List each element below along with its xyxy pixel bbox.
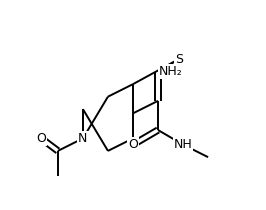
Text: NH₂: NH₂ bbox=[159, 65, 183, 78]
Text: S: S bbox=[175, 53, 183, 66]
Text: N: N bbox=[78, 132, 88, 145]
Text: O: O bbox=[36, 132, 46, 145]
Text: O: O bbox=[128, 138, 138, 151]
Text: NH: NH bbox=[174, 138, 192, 151]
